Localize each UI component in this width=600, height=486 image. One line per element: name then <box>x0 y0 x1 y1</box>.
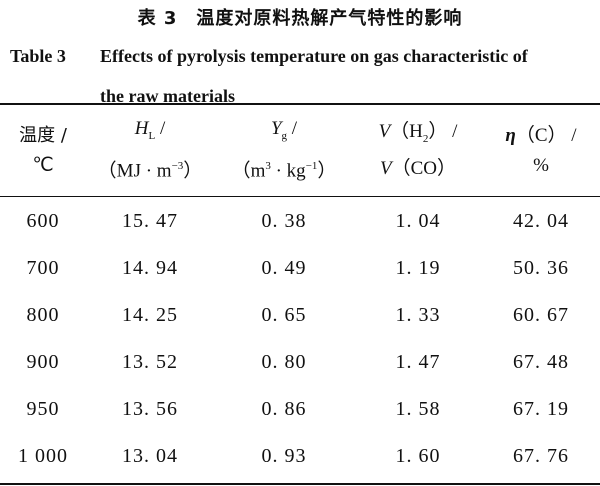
header-h2-co-ratio: V（H2） / V（CO） <box>354 105 482 196</box>
table-title-english: Table 3 Effects of pyrolysis temperature … <box>10 36 595 116</box>
table-title-english-line2: the raw materials <box>100 86 235 106</box>
cell-carbon-conversion: 50. 36 <box>513 257 569 279</box>
cell-carbon-conversion: 67. 19 <box>513 398 569 420</box>
cell-h2-co-ratio: 1. 19 <box>395 257 441 279</box>
header-eta-rest: （C） / <box>515 124 577 146</box>
cell-gas-yield: 0. 93 <box>261 445 307 467</box>
top-rule <box>0 103 600 105</box>
cell-h2-co-ratio: 1. 47 <box>395 351 441 373</box>
table-row: 1 000 13. 04 0. 93 1. 60 67. 76 <box>0 433 600 480</box>
cell-gas-yield: 0. 49 <box>261 257 307 279</box>
header-gas-yield: Yg / （m3 · kg−1） <box>214 105 354 196</box>
table-title-chinese: 表 3 温度对原料热解产气特性的影响 <box>137 8 463 29</box>
cell-heating-value: 15. 47 <box>122 210 178 232</box>
cell-gas-yield: 0. 86 <box>261 398 307 420</box>
header-hl-symbol: H <box>134 118 149 140</box>
header-v-symbol-1: V <box>378 121 391 143</box>
cell-heating-value: 14. 25 <box>122 304 178 326</box>
bottom-rule <box>0 483 600 485</box>
header-h2-subscript: 2 <box>422 132 429 145</box>
cell-carbon-conversion: 42. 04 <box>513 210 569 232</box>
cell-h2-co-ratio: 1. 58 <box>395 398 441 420</box>
header-yg-subscript: g <box>281 130 288 143</box>
header-yg-unit-exponent1: 3 <box>265 160 271 173</box>
header-hl-unit-b: ） <box>183 160 203 182</box>
table-row: 700 14. 94 0. 49 1. 19 50. 36 <box>0 245 600 292</box>
cell-h2-co-ratio: 1. 60 <box>395 445 441 467</box>
cell-gas-yield: 0. 38 <box>261 210 307 232</box>
header-yg-symbol: Y <box>270 118 282 140</box>
header-hl-subscript: L <box>148 130 156 143</box>
header-carbon-conversion: η（C） / % <box>482 105 600 196</box>
header-temperature-unit: ℃ <box>32 154 54 176</box>
cell-carbon-conversion: 67. 48 <box>513 351 569 373</box>
header-yg-unit-mid: · kg <box>270 160 306 182</box>
cell-gas-yield: 0. 80 <box>261 351 307 373</box>
table-row: 600 15. 47 0. 38 1. 04 42. 04 <box>0 196 600 245</box>
cell-temperature: 600 <box>26 210 60 232</box>
cell-heating-value: 13. 52 <box>122 351 178 373</box>
header-temperature: 温度 / ℃ <box>0 105 86 196</box>
cell-heating-value: 13. 56 <box>122 398 178 420</box>
table-row: 950 13. 56 0. 86 1. 58 67. 19 <box>0 386 600 433</box>
header-h2-a: （H <box>390 121 423 143</box>
cell-heating-value: 13. 04 <box>122 445 178 467</box>
header-hl-slash: / <box>155 118 166 140</box>
table-row: 900 13. 52 0. 80 1. 47 67. 48 <box>0 339 600 386</box>
cell-temperature: 1 000 <box>18 445 68 467</box>
header-hl-unit-exponent: −3 <box>171 160 184 173</box>
header-yg-unit-exponent2: −1 <box>305 160 318 173</box>
header-heating-value: HL / （MJ · m−3） <box>86 105 214 196</box>
header-temperature-label: 温度 / <box>19 124 67 146</box>
table-title-english-line1: Effects of pyrolysis temperature on gas … <box>100 46 528 66</box>
header-yg-unit-b: ） <box>317 160 337 182</box>
cell-h2-co-ratio: 1. 04 <box>395 210 441 232</box>
header-hl-unit-a: （MJ · m <box>97 160 172 182</box>
cell-temperature: 800 <box>26 304 60 326</box>
header-v-symbol-2: V <box>379 157 392 179</box>
header-yg-unit-a: （m <box>231 160 266 182</box>
header-eta-symbol: η <box>505 124 516 146</box>
table-row: 800 14. 25 0. 65 1. 33 60. 67 <box>0 292 600 339</box>
header-yg-slash: / <box>287 118 298 140</box>
cell-carbon-conversion: 67. 76 <box>513 445 569 467</box>
cell-temperature: 700 <box>26 257 60 279</box>
header-rule <box>0 196 600 197</box>
cell-temperature: 900 <box>26 351 60 373</box>
cell-gas-yield: 0. 65 <box>261 304 307 326</box>
header-h2-b: ） / <box>428 121 458 143</box>
table-label: Table 3 <box>10 46 66 66</box>
data-table: 温度 / ℃ HL / （MJ · m−3） Yg / （m3 · kg−1） … <box>0 105 600 480</box>
cell-h2-co-ratio: 1. 33 <box>395 304 441 326</box>
cell-temperature: 950 <box>26 398 60 420</box>
cell-heating-value: 14. 94 <box>122 257 178 279</box>
cell-carbon-conversion: 60. 67 <box>513 304 569 326</box>
header-eta-unit: % <box>533 154 549 176</box>
header-co: （CO） <box>391 157 456 179</box>
header-row: 温度 / ℃ HL / （MJ · m−3） Yg / （m3 · kg−1） … <box>0 105 600 196</box>
